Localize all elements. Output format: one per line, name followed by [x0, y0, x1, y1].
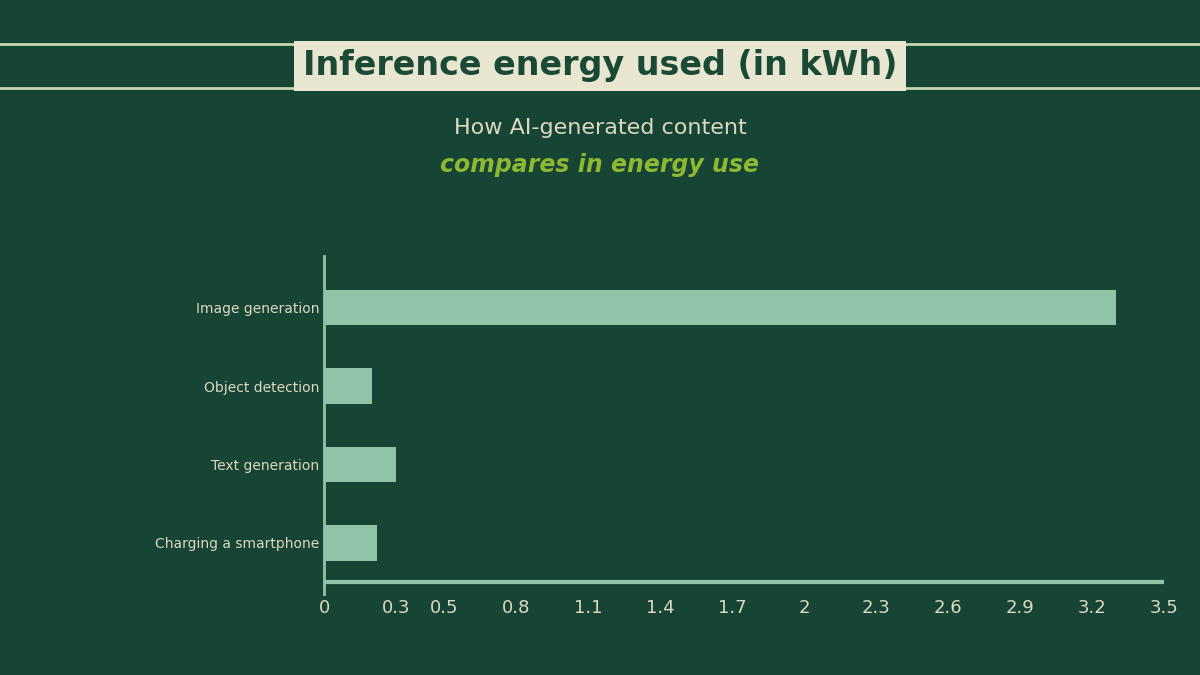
Text: Inference energy used (in kWh): Inference energy used (in kWh): [302, 49, 898, 82]
Text: compares in energy use: compares in energy use: [440, 153, 760, 178]
Bar: [324, 290, 1116, 325]
Bar: [324, 369, 372, 404]
Bar: [324, 447, 396, 482]
Bar: [324, 525, 377, 561]
Text: How AI-generated content: How AI-generated content: [454, 118, 746, 138]
